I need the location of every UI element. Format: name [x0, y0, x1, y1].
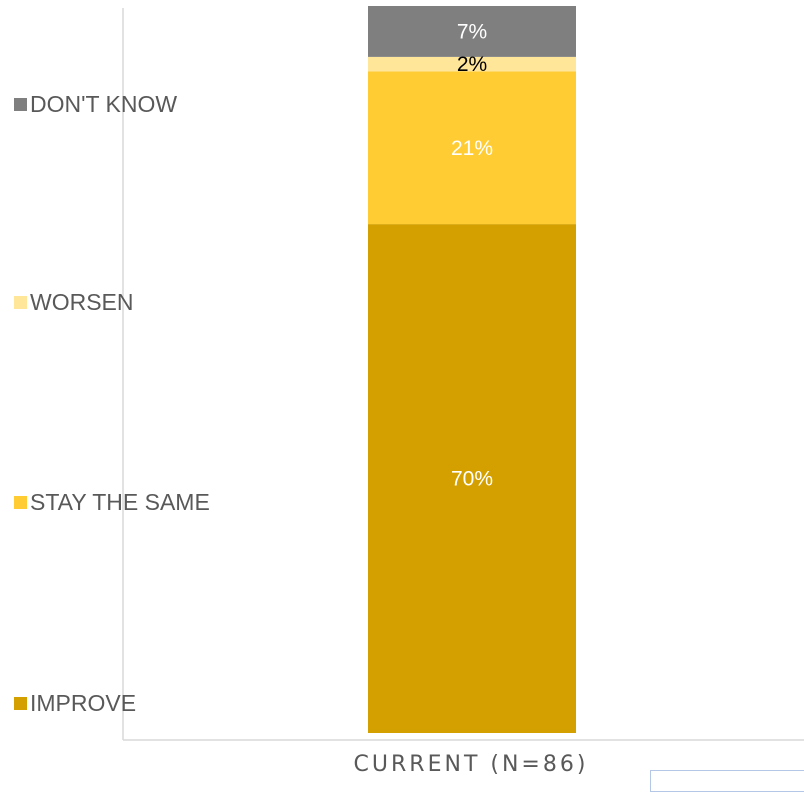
data-label-stay-the-same: 21% — [451, 137, 493, 160]
legend-label-don-t-know: DON'T KNOW — [30, 91, 177, 117]
bar-segments — [368, 6, 576, 733]
legend-swatch-improve — [14, 697, 27, 710]
legend-label-worsen: WORSEN — [30, 289, 134, 315]
legend-swatch-don-t-know — [14, 98, 27, 111]
bar-segment-improve — [368, 224, 576, 733]
data-label-don-t-know: 7% — [457, 20, 487, 43]
corner-frame — [650, 770, 804, 792]
bar-segment-don-t-know — [368, 6, 576, 57]
data-labels: 70% 21% 2% 7% — [451, 20, 493, 490]
data-label-worsen: 2% — [457, 53, 487, 76]
legend-label-stay-the-same: STAY THE SAME — [30, 489, 210, 515]
x-tick-label: CURRENT (N=86) — [354, 752, 589, 777]
legend: DON'T KNOW WORSEN STAY THE SAME IMPROVE — [14, 91, 210, 716]
legend-swatch-stay-the-same — [14, 496, 27, 509]
bar-segment-worsen — [368, 56, 576, 72]
data-label-improve: 70% — [451, 468, 493, 491]
legend-swatch-worsen — [14, 296, 27, 309]
bar-segment-stay-the-same — [368, 71, 576, 225]
legend-label-improve: IMPROVE — [30, 690, 136, 716]
